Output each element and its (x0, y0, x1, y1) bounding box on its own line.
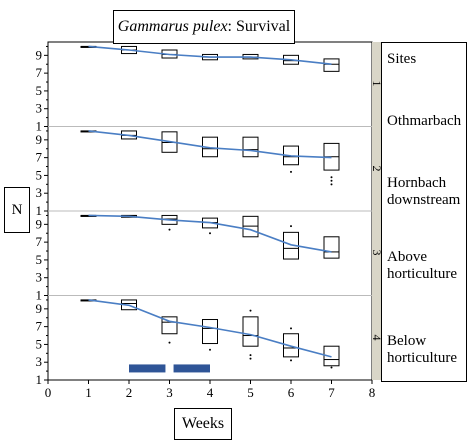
x-tick-label: 6 (288, 385, 295, 400)
legend-site-2: Hornbach downstream (387, 175, 461, 208)
y-tick-label: 5 (36, 167, 43, 182)
x-tick-label: 4 (207, 385, 214, 400)
outlier-point (209, 348, 211, 351)
outlier-point (330, 176, 333, 179)
y-tick-label: 7 (36, 65, 43, 80)
outlier-point (330, 366, 333, 369)
y-tick-label: 9 (36, 301, 43, 316)
x-tick-label: 7 (328, 385, 335, 400)
y-tick-label: 9 (36, 216, 43, 231)
outlier-point (168, 341, 171, 344)
y-tick-label: 9 (36, 47, 43, 62)
x-axis-label: Weeks (174, 408, 232, 440)
outlier-point (290, 359, 292, 362)
y-tick-label: 1 (36, 288, 43, 303)
box-plot-box (323, 58, 340, 72)
y-tick-label: 7 (36, 150, 43, 165)
trend-line (88, 45, 332, 65)
box-plot-box (202, 319, 218, 345)
box-plot-box (161, 316, 178, 335)
treatment-bar (129, 364, 166, 373)
y-tick-label: 7 (36, 319, 43, 334)
box-plot-box (283, 333, 299, 358)
box-plot-box (242, 136, 259, 158)
y-tick-label: 1 (36, 203, 43, 218)
box-plot-box (323, 236, 340, 259)
title-species: Gammarus pulex (117, 18, 228, 35)
y-tick-label: 1 (36, 119, 43, 134)
outlier-point (330, 179, 333, 182)
outlier-point (249, 309, 252, 312)
outlier-point (290, 170, 292, 173)
chart-title: Gammarus pulex: Survival (113, 10, 295, 44)
title-rest: : Survival (227, 18, 291, 35)
y-tick-label: 9 (36, 132, 43, 147)
legend-panel: Sites Othmarbach Hornbach downstream Abo… (381, 42, 467, 382)
y-tick-label: 5 (36, 336, 43, 351)
outlier-point (249, 357, 252, 360)
trend-line (88, 130, 332, 159)
x-tick-label: 0 (45, 385, 52, 400)
x-tick-label: 8 (369, 385, 376, 400)
treatment-bar (173, 364, 210, 373)
outlier-point (330, 183, 333, 186)
trend-line (88, 214, 332, 253)
legend-site-1: Othmarbach (387, 113, 462, 129)
y-tick-label: 5 (36, 252, 43, 267)
y-tick-label: 3 (36, 270, 43, 285)
y-tick-label: 3 (36, 354, 43, 369)
y-tick-label: 3 (36, 185, 43, 200)
x-tick-label: 1 (85, 385, 92, 400)
legend-site-4: Below horticulture (387, 333, 457, 366)
box-plot-box (242, 316, 259, 347)
x-tick-label: 5 (247, 385, 254, 400)
outlier-point (168, 228, 171, 231)
outlier-point (290, 327, 292, 330)
y-tick-label: 1 (36, 372, 43, 387)
x-tick-label: 2 (126, 385, 133, 400)
outlier-point (209, 232, 211, 235)
legend-header: Sites (387, 51, 417, 67)
y-tick-label: 3 (36, 101, 43, 116)
y-tick-label: 7 (36, 234, 43, 249)
y-tick-label: 5 (36, 83, 43, 98)
x-tick-label: 3 (166, 385, 173, 400)
y-axis-label: N (4, 187, 30, 233)
legend-site-3: Above horticulture (387, 249, 457, 282)
outlier-point (290, 225, 292, 228)
outlier-point (249, 354, 252, 357)
trend-line (88, 299, 332, 358)
box-plot-box (323, 345, 340, 367)
